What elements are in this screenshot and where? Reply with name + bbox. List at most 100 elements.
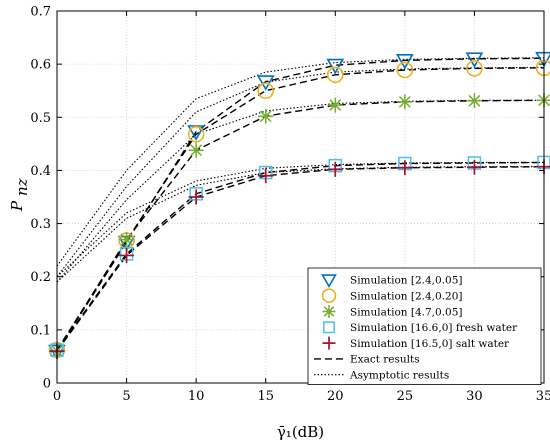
legend-marker-shape	[321, 274, 337, 289]
series-3-point-shape	[536, 92, 550, 108]
series-2-point-shape	[326, 66, 344, 84]
series-2-point	[396, 61, 414, 79]
asymptotic-curve	[56, 66, 545, 278]
series-5-point-shape	[188, 189, 204, 205]
series-3-point	[536, 92, 550, 108]
legend-entry: Simulation [16.6,0] fresh water	[323, 321, 518, 334]
series-2-point-shape	[396, 61, 414, 79]
series-5-point	[258, 168, 274, 184]
legend-entry: Simulation [2.4,0.20]	[321, 288, 463, 304]
series-1-point-shape	[256, 75, 275, 91]
series-5-point	[327, 161, 343, 177]
series-3-point	[119, 232, 135, 248]
series-3-point	[258, 108, 274, 124]
legend-label: Exact results	[350, 354, 420, 366]
series-5-point-shape	[119, 247, 135, 263]
series-2-point	[257, 82, 275, 100]
series-3-point-shape	[258, 108, 274, 124]
series-5-point-shape	[258, 168, 274, 184]
y-tick-label: 0.3	[30, 217, 51, 232]
legend-entry: Simulation [4.7,0.05]	[322, 305, 463, 318]
curves	[56, 57, 545, 352]
series-1-point	[256, 75, 275, 91]
series-5-point	[188, 189, 204, 205]
y-tick-label: 0.4	[30, 164, 51, 179]
x-tick-label: 15	[257, 389, 274, 404]
asymptotic-curve	[56, 166, 544, 283]
legend-entry: Simulation [2.4,0.05]	[321, 274, 463, 289]
legend-marker-shape	[322, 305, 336, 318]
series-3-point	[327, 97, 343, 113]
series-3-point-shape	[188, 142, 204, 158]
legend-marker-shape	[322, 336, 336, 350]
series-5-point-shape	[327, 161, 343, 177]
exact-curve	[56, 99, 545, 352]
series-3-point	[188, 142, 204, 158]
legend-marker	[323, 321, 335, 334]
y-tick-label: 0.6	[30, 58, 51, 73]
asymptotic-curve	[56, 99, 544, 283]
series-2-point	[466, 60, 483, 77]
series-3-point-shape	[119, 232, 135, 248]
series-5-point	[466, 159, 482, 175]
y-tick-label: 0.2	[30, 270, 51, 285]
y-tick-label: 0.5	[30, 111, 51, 126]
legend-marker	[321, 288, 337, 304]
series-5-point-shape	[397, 160, 413, 176]
series-3-point-shape	[466, 93, 482, 109]
x-axis-title: γ̄₁(dB)	[277, 423, 324, 441]
plot-frame	[56, 10, 545, 384]
y-tick-label: 0	[43, 377, 51, 392]
legend-label: Simulation [4.7,0.05]	[350, 306, 463, 318]
legend-marker	[322, 336, 336, 350]
x-tick-label: 25	[397, 389, 414, 404]
x-tick-label: 35	[536, 389, 550, 404]
series-1-point	[326, 58, 345, 75]
legend-marker-shape	[321, 288, 337, 304]
series-3-point-shape	[327, 97, 343, 113]
y-axis-title-main: P	[8, 200, 26, 212]
exact-curve	[56, 161, 545, 351]
series-3-point	[466, 93, 482, 109]
series-2-point-shape	[187, 125, 205, 143]
series-1-point-shape	[395, 53, 414, 70]
series-2-point	[326, 66, 344, 84]
x-tick-label: 10	[188, 389, 205, 404]
exact-curve	[56, 57, 545, 352]
x-tick-label: 30	[466, 389, 483, 404]
y-axis-title: P nz	[8, 178, 31, 212]
legend-marker	[321, 274, 337, 289]
legend-entry: Asymptotic results	[314, 370, 449, 382]
legend-label: Simulation [16.6,0] fresh water	[350, 322, 518, 334]
series-1-point-shape	[326, 58, 345, 75]
asymptotic-curve	[56, 161, 544, 278]
series-5-point	[119, 247, 135, 263]
legend-marker	[322, 305, 336, 318]
legend-label: Simulation [2.4,0.20]	[350, 291, 463, 303]
legend-label: Simulation [16.5,0] salt water	[350, 338, 510, 350]
legend: Simulation [2.4,0.05] Simulation [2.4,0.2…	[307, 267, 542, 385]
exact-curve	[56, 166, 545, 352]
x-tick-label: 20	[327, 389, 344, 404]
legend-entry: Simulation [16.5,0] salt water	[322, 336, 510, 350]
series-2-point-shape	[466, 60, 483, 77]
y-tick-label: 0.7	[30, 5, 51, 20]
series-1-point	[395, 53, 414, 70]
series-3-point	[397, 94, 413, 110]
y-axis-title-sub: nz	[13, 178, 31, 196]
legend-box	[307, 267, 542, 385]
legend-entry: Exact results	[314, 354, 420, 366]
ticks: 0 5 10 15 20 25 30 35 0 0.1 0.2 0.3 0.4 0.5 0.6 0.7	[30, 5, 550, 405]
legend-label: Simulation [2.4,0.05]	[350, 275, 463, 287]
x-tick-label: 5	[122, 389, 130, 404]
legend-label: Asymptotic results	[349, 370, 449, 382]
series-5-point	[397, 160, 413, 176]
series-2-point	[187, 125, 205, 143]
series-1-point-shape	[465, 52, 484, 68]
y-tick-label: 0.1	[30, 323, 51, 338]
series-2-point-shape	[257, 82, 275, 100]
legend-marker-shape	[323, 321, 335, 334]
exact-curve	[56, 67, 545, 351]
series-3-point-shape	[397, 94, 413, 110]
